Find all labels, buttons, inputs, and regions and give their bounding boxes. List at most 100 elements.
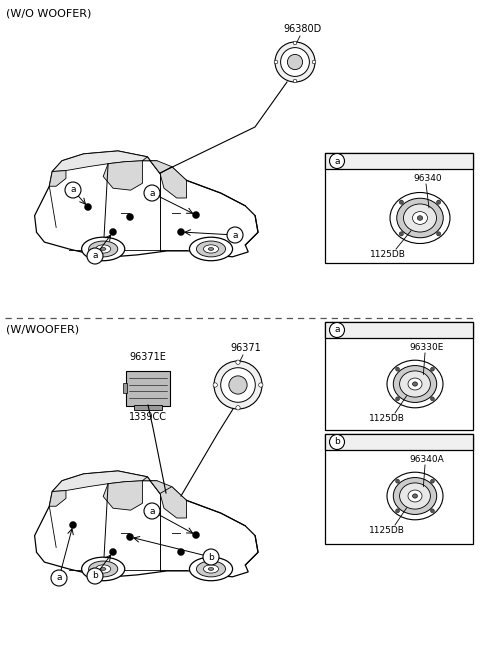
Ellipse shape [397,198,443,238]
FancyBboxPatch shape [126,371,170,405]
Ellipse shape [190,557,232,581]
Circle shape [259,383,263,387]
Text: a: a [334,326,340,335]
Polygon shape [143,477,187,500]
Polygon shape [35,471,258,577]
Polygon shape [52,471,160,493]
Circle shape [213,383,217,387]
Polygon shape [49,170,66,186]
Circle shape [431,479,434,483]
Circle shape [192,212,200,219]
Polygon shape [49,491,66,506]
Circle shape [437,200,441,204]
FancyBboxPatch shape [325,322,473,338]
Text: a: a [149,189,155,198]
Text: 96371E: 96371E [130,352,167,362]
Circle shape [431,367,434,371]
Circle shape [51,570,67,586]
Polygon shape [143,157,187,180]
Ellipse shape [390,193,450,244]
Circle shape [281,48,310,77]
Circle shape [144,185,160,201]
Ellipse shape [96,245,111,253]
Circle shape [312,60,316,64]
Circle shape [399,232,403,236]
Circle shape [127,534,133,540]
Circle shape [144,503,160,519]
Circle shape [109,229,117,236]
FancyBboxPatch shape [325,434,473,450]
Ellipse shape [393,365,437,402]
Circle shape [178,229,184,236]
Ellipse shape [412,212,428,225]
Text: (W/WOOFER): (W/WOOFER) [6,325,79,335]
Text: a: a [70,185,76,195]
Ellipse shape [208,567,214,571]
Polygon shape [103,160,143,190]
Text: 1339CC: 1339CC [129,413,167,422]
Text: 96340: 96340 [414,174,442,183]
Circle shape [396,397,399,401]
Ellipse shape [100,248,106,250]
Text: a: a [149,506,155,515]
Text: (W/O WOOFER): (W/O WOOFER) [6,8,91,18]
Circle shape [178,548,184,555]
Polygon shape [52,151,160,174]
Polygon shape [160,166,187,198]
Circle shape [329,434,345,449]
FancyBboxPatch shape [325,434,473,544]
Ellipse shape [82,557,125,581]
Circle shape [227,227,243,243]
Polygon shape [160,487,187,518]
FancyBboxPatch shape [325,153,473,263]
Circle shape [431,397,434,401]
Text: a: a [334,157,340,166]
Circle shape [396,367,399,371]
Circle shape [236,405,240,410]
Ellipse shape [196,241,226,257]
Ellipse shape [89,561,118,577]
Ellipse shape [393,477,437,514]
Text: 96340A: 96340A [409,455,444,464]
Circle shape [70,521,76,529]
Text: 96371: 96371 [230,343,262,353]
Text: b: b [92,572,98,580]
Text: 1125DB: 1125DB [370,250,406,259]
Ellipse shape [82,237,125,261]
Circle shape [399,200,403,204]
Text: 1125DB: 1125DB [369,414,405,423]
Circle shape [127,214,133,221]
Text: 96330E: 96330E [410,343,444,352]
Ellipse shape [387,472,443,520]
Text: 96380D: 96380D [284,24,322,34]
Circle shape [84,204,92,210]
Polygon shape [103,481,143,510]
Ellipse shape [89,241,118,257]
Circle shape [437,232,441,236]
Circle shape [236,360,240,364]
Text: a: a [56,574,62,582]
Ellipse shape [204,245,218,253]
Ellipse shape [196,561,226,577]
Circle shape [274,60,278,64]
Text: a: a [232,231,238,240]
Circle shape [396,479,399,483]
Circle shape [221,367,255,402]
Ellipse shape [412,494,418,498]
FancyBboxPatch shape [325,153,473,169]
Circle shape [329,322,345,337]
Circle shape [396,509,399,513]
FancyBboxPatch shape [134,405,162,409]
Circle shape [87,248,103,264]
Ellipse shape [404,204,436,232]
Circle shape [329,153,345,168]
Circle shape [275,42,315,82]
Circle shape [293,41,297,45]
Text: a: a [92,252,98,261]
Ellipse shape [399,483,431,509]
Ellipse shape [100,567,106,571]
Ellipse shape [208,248,214,250]
Ellipse shape [408,378,422,390]
Ellipse shape [399,371,431,397]
FancyBboxPatch shape [123,383,127,393]
